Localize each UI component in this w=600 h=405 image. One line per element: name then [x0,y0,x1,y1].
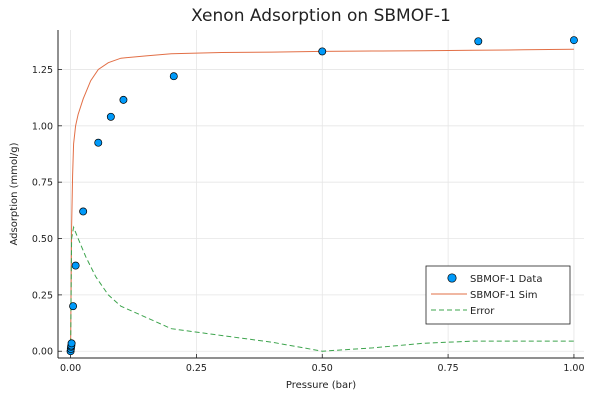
chart-title: Xenon Adsorption on SBMOF-1 [191,6,451,26]
legend-marker-data [447,273,457,283]
tick-labels: 0.00 0.25 0.50 0.75 1.00 0.00 0.25 0.50 0.75 1.00… [32,65,585,374]
y-tick-label: 1.25 [32,65,53,76]
data-point [69,302,78,311]
y-tick-label: 0.75 [32,178,53,189]
data-point [474,37,483,46]
legend-label-sim: SBMOF-1 Sim [470,290,537,301]
legend-label-data: SBMOF-1 Data [470,274,543,285]
y-tick-label: 0.25 [32,290,53,301]
data-point [569,36,578,45]
data-point [71,261,80,270]
x-tick-label: 0.50 [312,363,333,374]
x-tick-label: 0.25 [186,363,207,374]
error-series-line [70,225,574,352]
y-axis-label: Adsorption (mmol/g) [9,142,20,245]
y-tick-label: 0.50 [32,234,53,245]
x-axis-label: Pressure (bar) [286,380,356,391]
y-tick-label: 1.00 [32,121,53,132]
data-point [318,47,327,56]
grid [58,30,584,358]
legend-label-error: Error [470,306,495,317]
x-tick-label: 0.75 [438,363,459,374]
data-point [106,112,115,121]
x-tick-label: 1.00 [563,363,584,374]
sim-series-line [70,48,574,352]
data-point [119,95,128,104]
series-layer [66,36,578,356]
y-tick-label: 0.00 [32,347,53,358]
data-point [94,138,103,147]
data-point [79,207,88,216]
data-point [67,339,76,348]
data-point [169,72,178,81]
x-tick-label: 0.00 [60,363,81,374]
legend: SBMOF-1 Data SBMOF-1 Sim Error [425,265,571,325]
